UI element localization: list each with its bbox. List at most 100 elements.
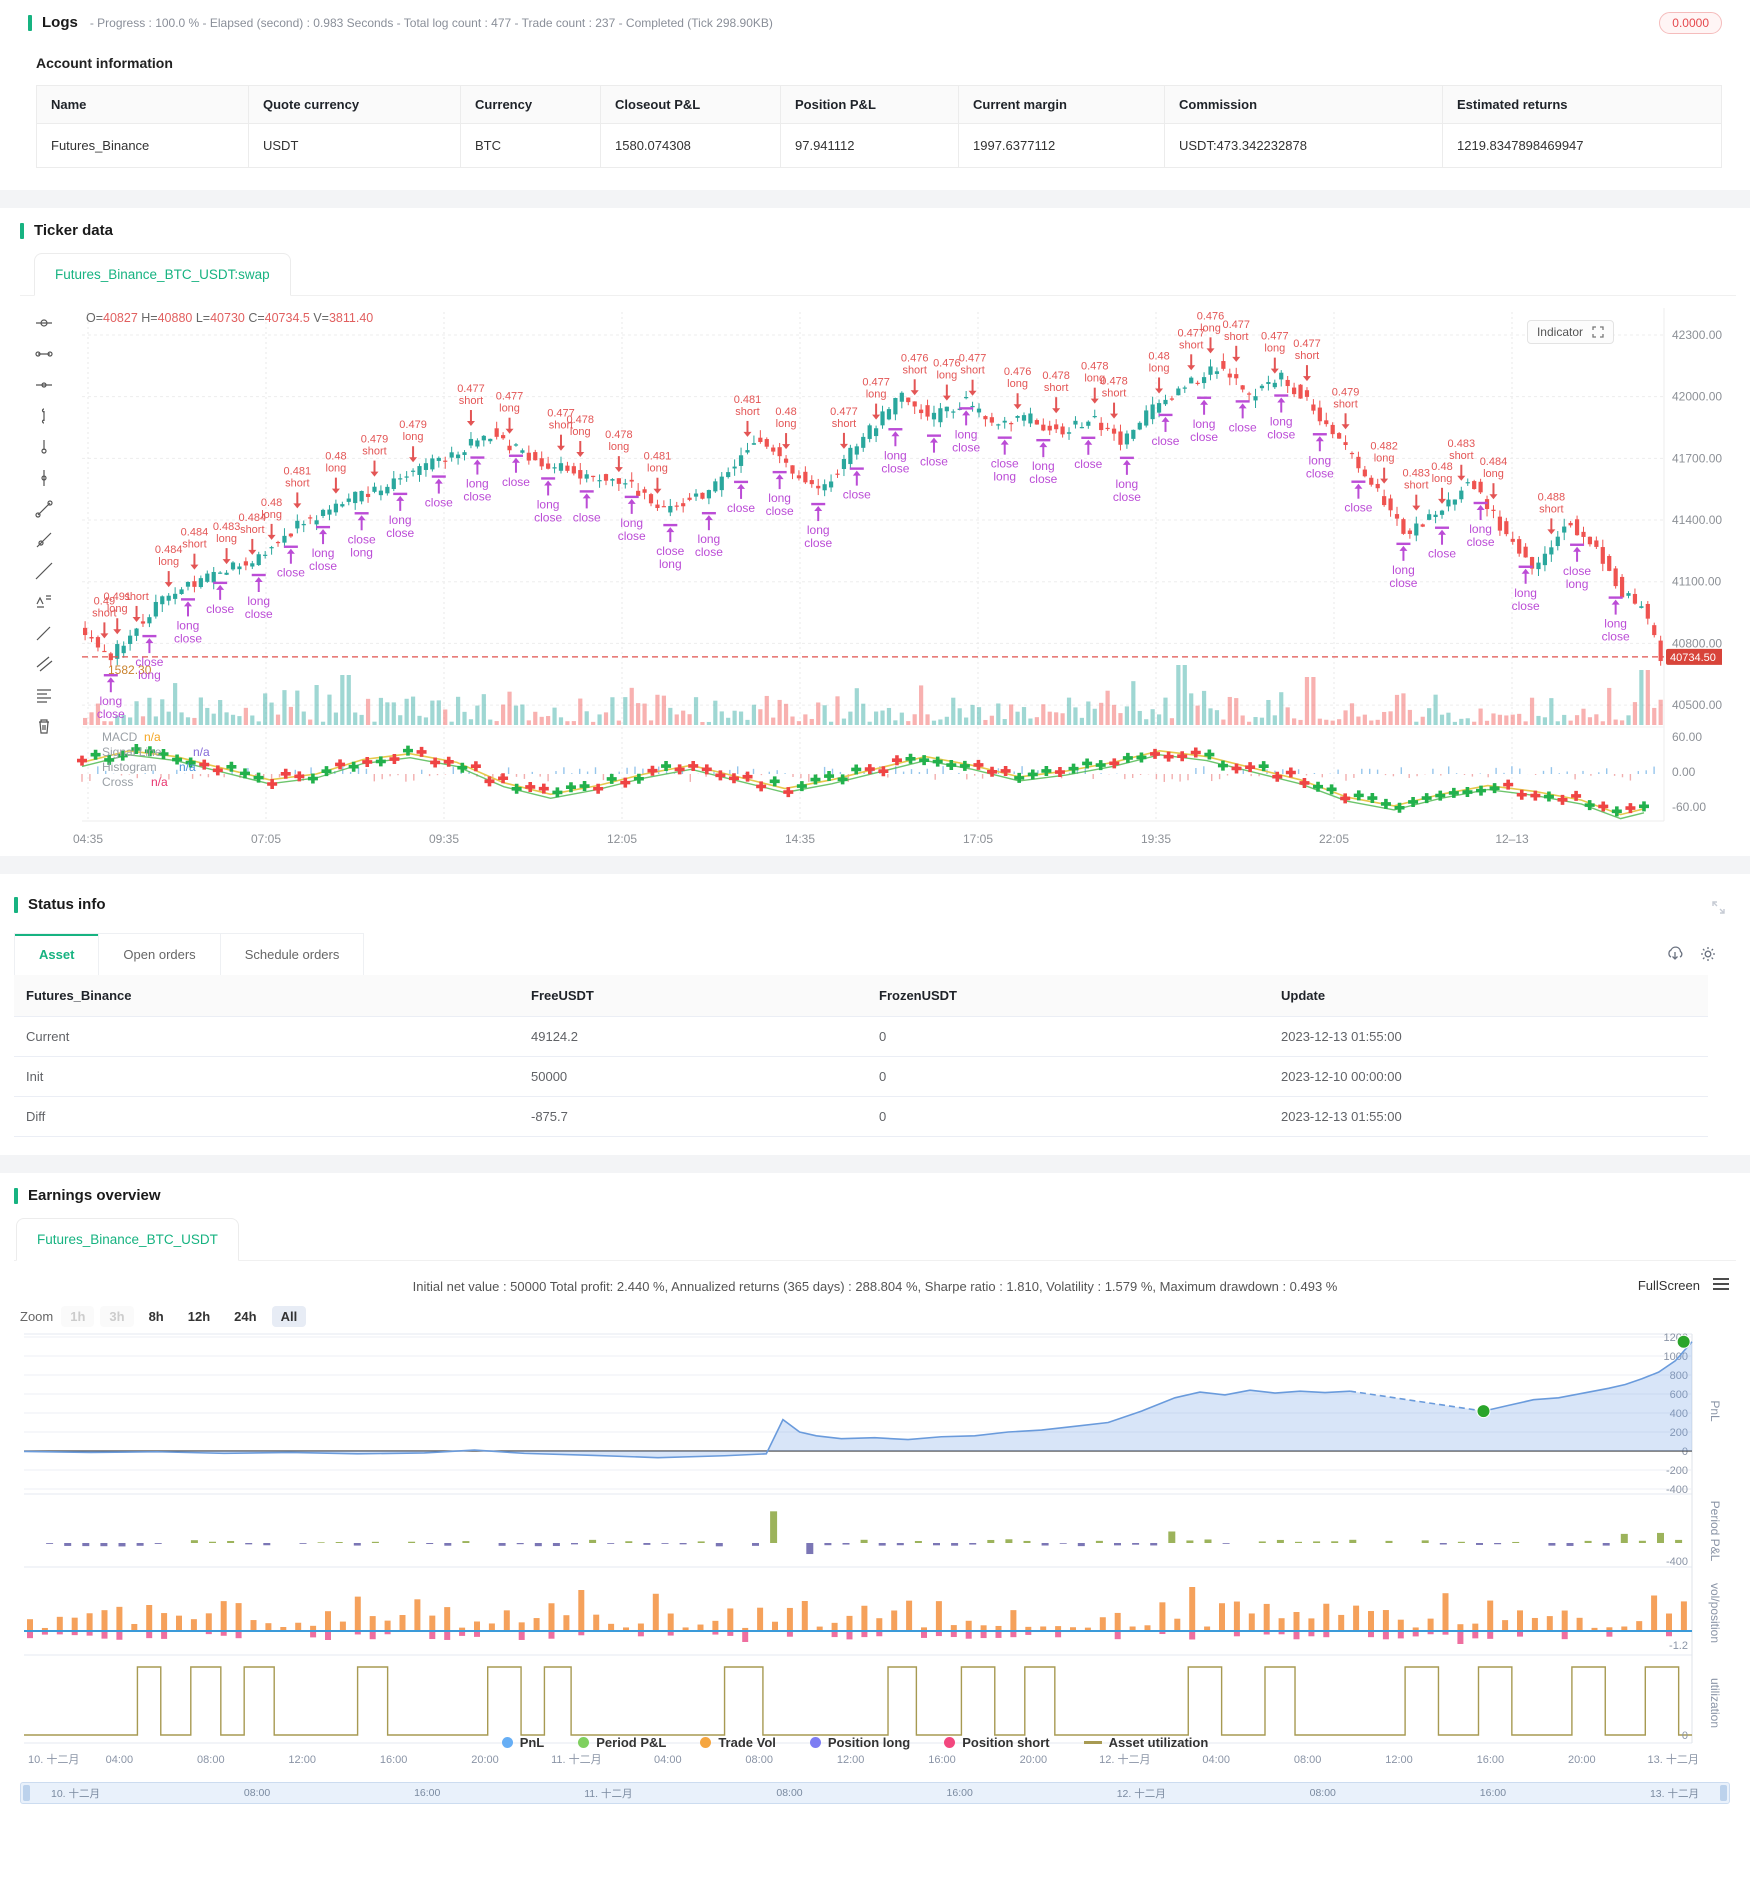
svg-text:short: short: [459, 395, 483, 407]
svg-text:12:05: 12:05: [607, 832, 637, 846]
zoom-3h-button[interactable]: 3h: [100, 1306, 134, 1327]
svg-text:close: close: [245, 607, 273, 621]
svg-text:close: close: [656, 544, 684, 558]
indicator-button[interactable]: Indicator: [1526, 320, 1614, 344]
legend-position-short[interactable]: Position short: [944, 1735, 1050, 1750]
horizontal-ray-tool-icon[interactable]: [34, 345, 54, 363]
chart-navigator[interactable]: 10. 十二月 08:00 16:00 11. 十二月 08:00 16:00 12. 十二…: [20, 1782, 1730, 1804]
svg-text:close: close: [1602, 630, 1630, 644]
svg-text:04:00: 04:00: [654, 1754, 682, 1766]
svg-text:close: close: [502, 475, 530, 489]
svg-text:close: close: [534, 510, 562, 524]
trend-ray-tool-icon[interactable]: [34, 531, 54, 549]
crosshair-tool-icon[interactable]: [34, 314, 54, 332]
cell-frozen: 0: [867, 1096, 1269, 1137]
zoom-8h-button[interactable]: 8h: [148, 1309, 164, 1324]
tab-schedule-orders[interactable]: Schedule orders: [220, 934, 364, 975]
svg-text:12:00: 12:00: [288, 1754, 316, 1766]
cell-current-margin: 1997.6377112: [958, 123, 1165, 168]
zoom-24h-button[interactable]: 24h: [234, 1309, 257, 1324]
cell-update: 2023-12-13 01:55:00: [1269, 1016, 1708, 1057]
section-accent-bar: [28, 14, 32, 31]
svg-text:long: long: [1432, 473, 1453, 485]
trend-line-tool-icon[interactable]: [34, 562, 54, 580]
horizontal-line-tool-icon[interactable]: [34, 376, 54, 394]
ticker-section: Ticker data Futures_Binance_BTC_USDT:swa…: [0, 208, 1750, 856]
section-divider: [0, 190, 1750, 208]
candlestick-chart: 42300.00 42000.00 41700.00 41400.00 41100.00…: [73, 308, 1722, 846]
section-accent-bar: [14, 1187, 18, 1204]
navigator-handle-right[interactable]: [1720, 1785, 1727, 1801]
zoom-12h-button[interactable]: 12h: [187, 1309, 211, 1324]
svg-text:long: long: [99, 694, 122, 708]
chart-menu-icon[interactable]: [1712, 1277, 1730, 1294]
svg-text:0.477: 0.477: [457, 383, 485, 395]
svg-text:0.479: 0.479: [1332, 386, 1360, 398]
svg-text:11. 十二月: 11. 十二月: [551, 1752, 602, 1766]
svg-text:close: close: [1344, 501, 1372, 515]
tab-open-orders[interactable]: Open orders: [99, 934, 221, 975]
svg-text:0.488: 0.488: [1538, 491, 1566, 503]
navigator-handle-left[interactable]: [23, 1785, 30, 1801]
svg-text:short: short: [1224, 331, 1248, 343]
zoom-all-button[interactable]: All: [271, 1306, 307, 1327]
col-update: Update: [1269, 975, 1708, 1017]
legend-asset-utilization[interactable]: Asset utilization: [1083, 1735, 1208, 1750]
legend-trade-vol[interactable]: Trade Vol: [700, 1735, 776, 1750]
vertical-ray-tool-icon[interactable]: [34, 438, 54, 456]
svg-text:long: long: [177, 618, 200, 632]
tab-asset[interactable]: Asset: [15, 934, 100, 975]
svg-text:close: close: [804, 536, 832, 550]
align-lines-tool-icon[interactable]: [34, 686, 54, 704]
svg-text:short: short: [549, 420, 573, 432]
svg-text:Signal Line: Signal Line: [102, 745, 162, 759]
chart-toolbar: [26, 300, 62, 852]
download-icon[interactable]: [1666, 946, 1684, 967]
tab-futures-binance-btc-usdt[interactable]: Futures_Binance_BTC_USDT: [16, 1218, 239, 1261]
gear-icon[interactable]: [1700, 946, 1716, 967]
svg-text:close: close: [1029, 472, 1057, 486]
svg-text:long: long: [768, 491, 791, 505]
svg-text:close: close: [1306, 466, 1334, 480]
zoom-1h-button[interactable]: 1h: [61, 1306, 95, 1327]
navigator-label: 16:00: [414, 1787, 441, 1799]
svg-text:long: long: [1308, 453, 1331, 467]
logs-summary: - Progress : 100.0 % - Elapsed (second) …: [89, 15, 773, 30]
vertical-line-tool-icon[interactable]: [34, 469, 54, 487]
svg-text:40800.00: 40800.00: [1672, 636, 1722, 650]
svg-text:long: long: [1483, 468, 1504, 480]
trend-segment-tool-icon[interactable]: [34, 500, 54, 518]
svg-text:08:00: 08:00: [197, 1754, 225, 1766]
svg-text:long: long: [216, 533, 237, 545]
legend-position-long[interactable]: Position long: [809, 1735, 910, 1750]
svg-text:14:35: 14:35: [785, 832, 815, 846]
legend-period-p-l[interactable]: Period P&L: [578, 1735, 666, 1750]
price-note-tool-icon[interactable]: [34, 593, 54, 611]
row-label-current[interactable]: Current: [14, 1016, 519, 1057]
svg-text:vol/position: vol/position: [1708, 1583, 1722, 1643]
svg-text:20:00: 20:00: [471, 1754, 499, 1766]
collapse-icon[interactable]: [1711, 900, 1726, 920]
vertical-segment-tool-icon[interactable]: [34, 407, 54, 425]
cell-position-pnl: 97.941112: [780, 123, 959, 168]
svg-text:long: long: [158, 556, 179, 568]
svg-text:0.479: 0.479: [361, 434, 389, 446]
fullscreen-button[interactable]: FullScreen: [1637, 1278, 1700, 1293]
parallel-channel-tool-icon[interactable]: [34, 655, 54, 673]
status-section: Status info Asset Open orders Schedule o…: [0, 874, 1750, 1155]
svg-text:close: close: [1151, 434, 1179, 448]
delete-tool-icon[interactable]: [34, 717, 54, 735]
col-free-usdt: FreeUSDT: [519, 975, 867, 1017]
tab-futures-binance-btc-usdt-swap[interactable]: Futures_Binance_BTC_USDT:swap: [34, 253, 291, 296]
legend-pnl[interactable]: PnL: [501, 1735, 544, 1750]
svg-text:long: long: [389, 513, 412, 527]
svg-text:0: 0: [1682, 1730, 1688, 1742]
svg-text:short: short: [124, 591, 148, 603]
brush-tool-icon[interactable]: [34, 624, 54, 642]
logs-title: Logs: [42, 14, 78, 31]
svg-text:long: long: [1200, 322, 1221, 334]
svg-text:short: short: [735, 406, 759, 418]
svg-text:close: close: [727, 501, 755, 515]
navigator-label: 13. 十二月: [1649, 1787, 1699, 1800]
svg-text:0.479: 0.479: [399, 419, 427, 431]
